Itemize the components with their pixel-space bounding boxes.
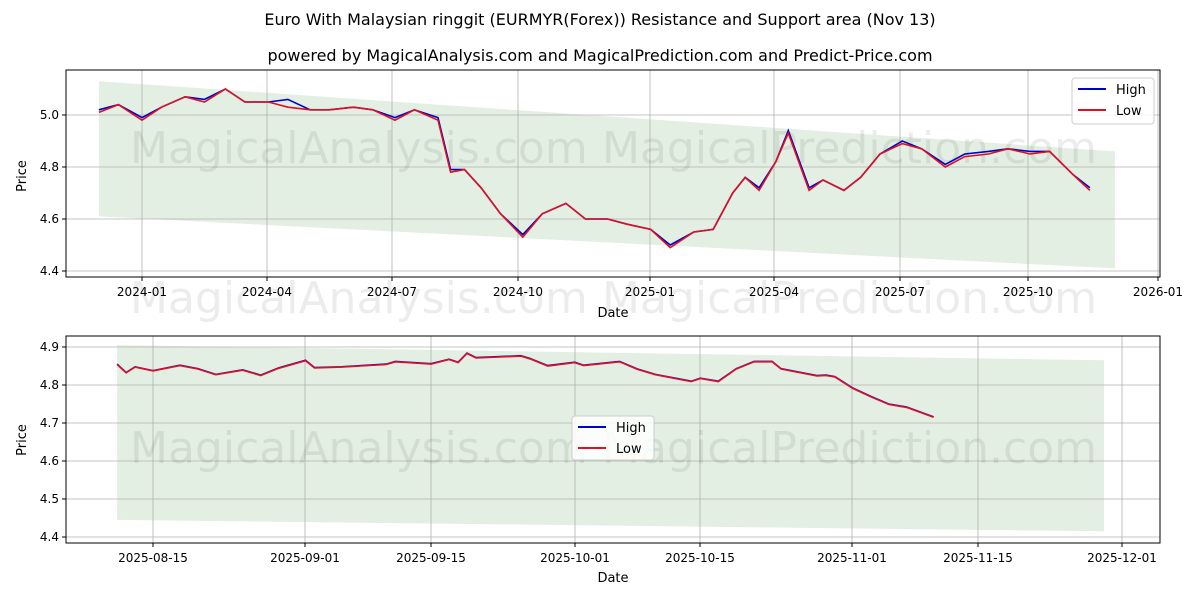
- chart-title: Euro With Malaysian ringgit (EURMYR(Fore…: [264, 10, 936, 29]
- y-tick-label: 4.5: [40, 492, 59, 506]
- low-series-line: [98, 88, 1091, 249]
- watermark: MagicalPrediction.com: [602, 423, 1097, 474]
- axis-ticks: 4.4 4.5 4.6 4.7 4.8 4.9 2025-08-15 2025-09-01 20…: [40, 340, 1157, 565]
- grid-lines: [66, 336, 1160, 543]
- watermark: MagicalPrediction.com: [602, 273, 1097, 324]
- legend-low-label: Low: [1116, 104, 1142, 119]
- x-tick-label: 2025-09-01: [270, 551, 340, 565]
- y-tick-label: 5.0: [40, 108, 59, 122]
- x-tick-label: 2025-10-15: [665, 551, 735, 565]
- x-tick-label: 2025-08-15: [118, 551, 188, 565]
- x-tick-label: 2024-04: [242, 285, 292, 299]
- y-tick-label: 4.8: [40, 378, 59, 392]
- y-tick-label: 4.4: [40, 264, 59, 278]
- legend-high-label: High: [616, 421, 646, 436]
- top-chart: MagicalAnalysis.com MagicalPrediction.co…: [15, 69, 1183, 324]
- watermark: MagicalPrediction.com: [602, 123, 1097, 174]
- x-tick-label: 2025-12-01: [1087, 551, 1157, 565]
- watermark: MagicalAnalysis.com: [130, 123, 588, 174]
- y-tick-label: 4.8: [40, 160, 59, 174]
- x-tick-label: 2025-07: [875, 285, 925, 299]
- x-tick-label: 2025-01: [625, 285, 675, 299]
- x-tick-label: 2025-10: [1003, 285, 1053, 299]
- resistance-support-band: [98, 81, 1115, 269]
- x-tick-label: 2025-11-15: [943, 551, 1013, 565]
- y-tick-label: 4.9: [40, 340, 59, 354]
- y-tick-label: 4.4: [40, 530, 59, 544]
- x-tick-label: 2024-07: [367, 285, 417, 299]
- x-tick-label: 2024-10: [493, 285, 543, 299]
- legend: High Low: [571, 415, 655, 461]
- legend-high-label: High: [1116, 83, 1146, 98]
- x-tick-label: 2025-10-01: [540, 551, 610, 565]
- watermark: MagicalAnalysis.com: [130, 423, 588, 474]
- plot-frame: [65, 335, 1161, 544]
- y-tick-label: 4.7: [40, 416, 59, 430]
- legend-low-label: Low: [616, 442, 642, 457]
- x-axis-label: Date: [597, 306, 628, 321]
- y-tick-label: 4.6: [40, 454, 59, 468]
- y-tick-label: 4.6: [40, 212, 59, 226]
- chart-subtitle: powered by MagicalAnalysis.com and Magic…: [267, 46, 933, 65]
- x-tick-label: 2024-01: [117, 285, 167, 299]
- x-tick-label: 2025-04: [749, 285, 799, 299]
- y-axis-label: Price: [15, 160, 30, 192]
- legend: High Low: [1071, 77, 1155, 125]
- low-series-line: [116, 352, 934, 419]
- x-tick-label: 2025-11-01: [817, 551, 887, 565]
- plot-frame: [65, 69, 1161, 278]
- x-tick-label: 2026-01: [1133, 285, 1183, 299]
- x-axis-label: Date: [597, 571, 628, 586]
- watermark: MagicalAnalysis.com: [130, 273, 588, 324]
- x-tick-label: 2025-09-15: [396, 551, 466, 565]
- grid-lines: [66, 70, 1160, 277]
- bottom-chart: MagicalAnalysis.com MagicalPrediction.co…: [15, 335, 1161, 586]
- y-axis-label: Price: [15, 424, 30, 456]
- axis-ticks: 4.4 4.6 4.8 5.0 2024-01 2024-04 2024-07 2024-10…: [40, 108, 1183, 299]
